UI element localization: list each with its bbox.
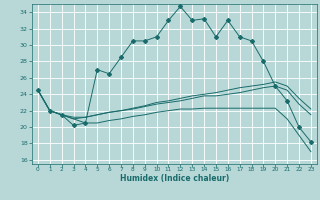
X-axis label: Humidex (Indice chaleur): Humidex (Indice chaleur): [120, 174, 229, 183]
